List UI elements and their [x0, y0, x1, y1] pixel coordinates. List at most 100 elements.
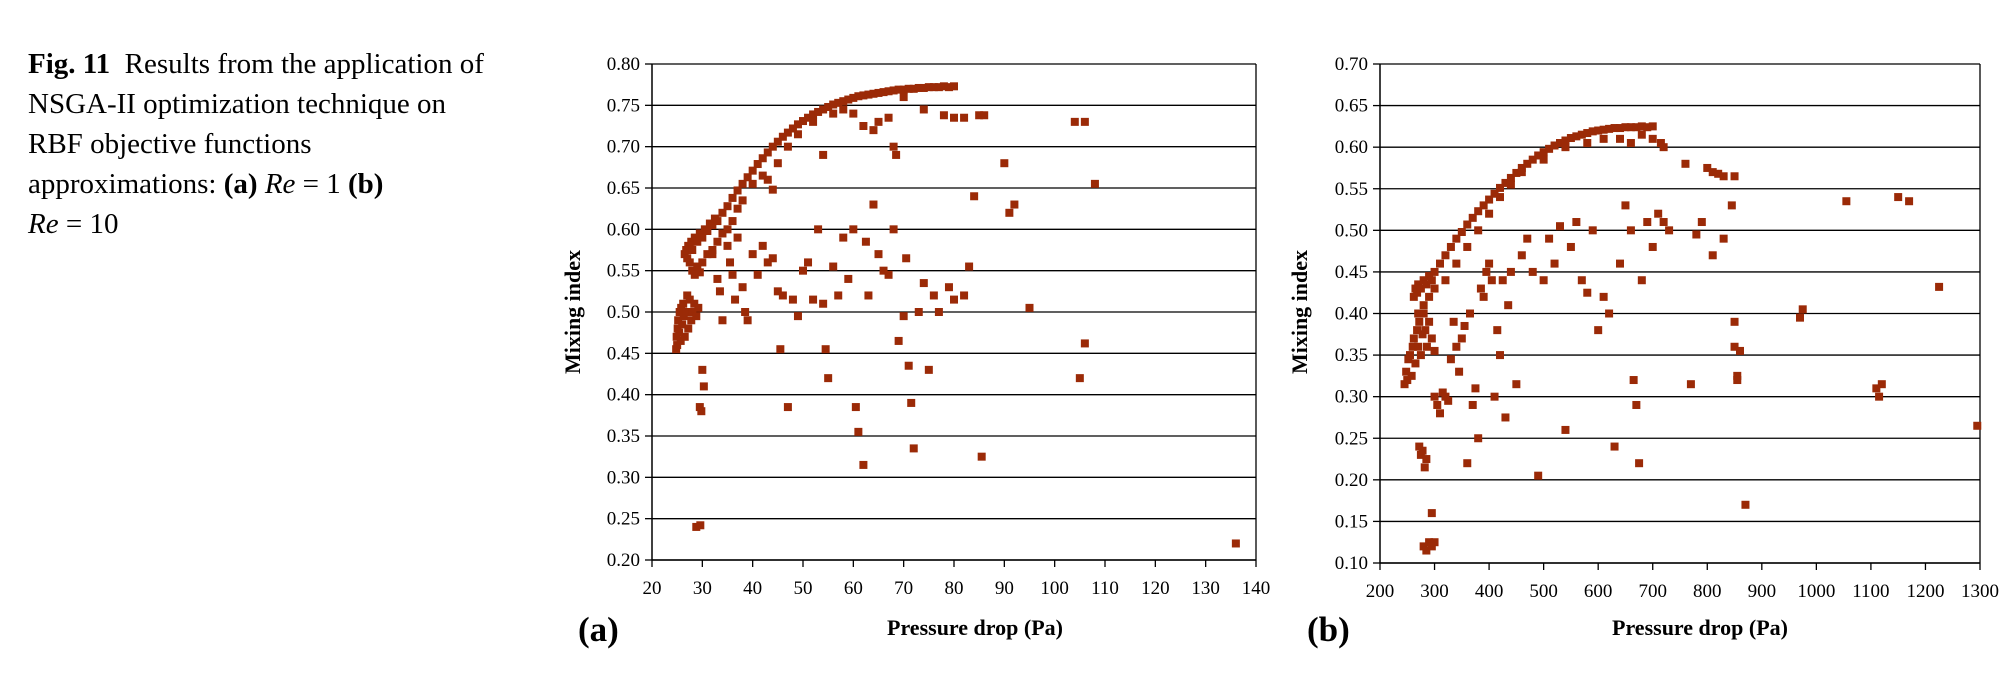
data-point: [1616, 134, 1624, 143]
data-point: [1973, 421, 1982, 430]
data-point: [773, 287, 782, 296]
data-point: [809, 295, 818, 304]
caption-eq-a: = 1: [295, 168, 349, 200]
data-point: [829, 100, 838, 109]
data-point: [1493, 326, 1502, 335]
data-point: [889, 142, 898, 151]
data-point: [1686, 380, 1695, 389]
y-axis-title: Mixing index: [560, 250, 585, 374]
data-point: [884, 270, 893, 279]
data-point: [1935, 282, 1944, 291]
data-point: [1556, 139, 1564, 148]
data-point: [1231, 539, 1240, 548]
data-point: [839, 105, 848, 114]
data-point: [1635, 459, 1644, 468]
data-point: [1452, 234, 1461, 243]
data-point: [1436, 259, 1444, 268]
data-point: [1875, 392, 1884, 401]
data-point: [688, 308, 697, 316]
data-point: [748, 166, 757, 175]
data-point: [1430, 538, 1439, 547]
data-point: [1561, 425, 1570, 434]
data-point: [919, 83, 928, 92]
data-point: [1463, 459, 1472, 468]
data-point: [1621, 201, 1630, 210]
data-point: [708, 250, 717, 259]
data-point: [1632, 400, 1641, 409]
data-point: [1632, 123, 1641, 132]
data-point: [690, 299, 699, 308]
data-point: [1708, 251, 1717, 260]
data-point: [1460, 321, 1469, 330]
data-point: [1490, 392, 1499, 401]
x-tick-label: 800: [1693, 581, 1722, 602]
data-point: [673, 341, 682, 350]
data-point: [1414, 342, 1423, 351]
data-point: [965, 262, 974, 271]
y-tick-label: 0.10: [1335, 553, 1368, 574]
data-point: [1539, 276, 1548, 285]
data-point: [728, 217, 737, 226]
data-point: [1697, 218, 1706, 227]
data-point: [1487, 276, 1496, 285]
data-point: [944, 83, 953, 92]
data-point: [1656, 139, 1665, 148]
data-point: [1485, 259, 1494, 268]
data-point: [829, 109, 838, 118]
data-point: [773, 159, 782, 168]
data-point: [723, 225, 732, 234]
y-tick-label: 0.25: [1335, 428, 1368, 449]
data-point: [1075, 374, 1084, 383]
data-point: [849, 225, 858, 234]
x-axis-title: Pressure drop (Pa): [887, 615, 1063, 640]
data-point: [741, 308, 750, 316]
data-point: [1433, 400, 1442, 409]
data-point: [1626, 226, 1635, 235]
data-point: [1727, 201, 1736, 210]
data-point: [723, 241, 732, 250]
y-tick-label: 0.55: [1335, 179, 1368, 200]
data-point: [731, 295, 740, 304]
x-tick-label: 700: [1638, 581, 1667, 602]
data-point: [715, 287, 724, 296]
data-point: [944, 283, 953, 292]
data-point: [1419, 309, 1428, 318]
x-tick-label: 50: [794, 578, 813, 599]
data-point: [1545, 234, 1554, 243]
data-point: [1528, 267, 1537, 276]
data-point: [683, 254, 692, 263]
data-point: [1413, 288, 1422, 297]
y-tick-label: 0.35: [1335, 345, 1368, 366]
data-point: [1419, 301, 1428, 310]
data-point: [1422, 342, 1431, 351]
x-tick-label: 60: [844, 578, 863, 599]
data-point: [1441, 276, 1450, 285]
data-point: [894, 336, 903, 345]
data-point: [1556, 222, 1564, 231]
data-point: [1583, 129, 1592, 138]
data-point: [1479, 201, 1488, 210]
data-point: [1446, 355, 1455, 364]
data-point: [960, 291, 969, 300]
data-point: [1419, 276, 1428, 285]
data-point: [1400, 380, 1409, 389]
data-point: [950, 82, 958, 91]
data-point: [854, 92, 863, 101]
x-tick-label: 80: [945, 578, 964, 599]
data-point: [851, 403, 860, 412]
x-tick-label: 90: [995, 578, 1014, 599]
data-point: [1404, 355, 1413, 364]
data-point: [919, 279, 928, 288]
data-point: [977, 452, 986, 461]
data-point: [1539, 155, 1548, 164]
data-point: [939, 82, 948, 91]
data-point: [733, 186, 742, 195]
data-point: [675, 328, 684, 337]
y-tick-label: 0.25: [607, 509, 640, 530]
caption-re-b: Re: [28, 208, 59, 240]
data-point: [1730, 317, 1739, 326]
data-point: [738, 179, 747, 188]
data-point: [814, 225, 823, 234]
y-tick-label: 0.65: [607, 178, 640, 199]
